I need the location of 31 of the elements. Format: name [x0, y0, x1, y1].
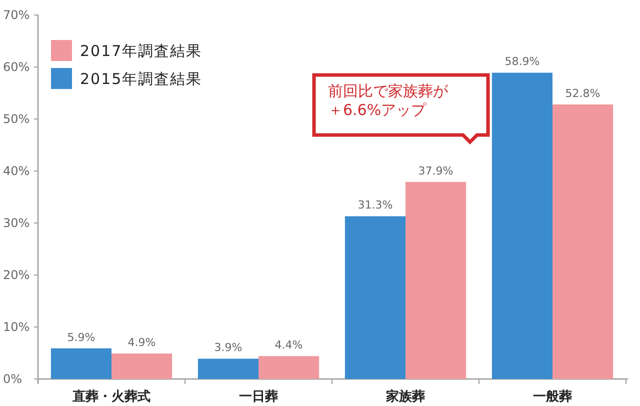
data-label: 31.3% — [358, 198, 393, 212]
y-tick-label: 50% — [3, 112, 30, 126]
y-tick-label: 10% — [3, 320, 30, 334]
bar — [112, 354, 172, 379]
x-tick-label: 一般葬 — [533, 388, 572, 404]
data-label: 37.9% — [418, 164, 454, 178]
x-tick-label: 一日葬 — [239, 388, 278, 404]
bar — [198, 358, 258, 379]
y-tick-label: 30% — [3, 216, 30, 230]
bar — [492, 72, 552, 379]
bar — [552, 104, 614, 379]
y-tick-label: 0% — [3, 372, 22, 386]
x-tick-label: 家族葬 — [385, 388, 425, 404]
y-tick-label: 70% — [3, 8, 30, 22]
annotation: 前回比で家族葬が＋6.6%アップ — [328, 82, 449, 119]
bar — [344, 216, 406, 379]
x-tick-label: 直葬・火葬式 — [72, 388, 150, 404]
data-label: 58.9% — [504, 55, 540, 68]
data-label: 4.4% — [274, 338, 303, 352]
bar — [50, 348, 112, 379]
data-label: 3.9% — [214, 341, 242, 354]
bar — [406, 182, 466, 379]
legend-label: 2015年調査結果 — [80, 70, 202, 88]
bar — [258, 356, 320, 379]
data-label: 5.9% — [67, 330, 96, 344]
legend-label: 2017年調査結果 — [80, 42, 202, 60]
y-tick-label: 40% — [3, 164, 30, 178]
y-tick-label: 60% — [3, 60, 30, 74]
data-label: 4.9% — [128, 336, 156, 350]
data-label: 52.8% — [565, 86, 600, 100]
y-tick-label: 20% — [3, 268, 30, 282]
